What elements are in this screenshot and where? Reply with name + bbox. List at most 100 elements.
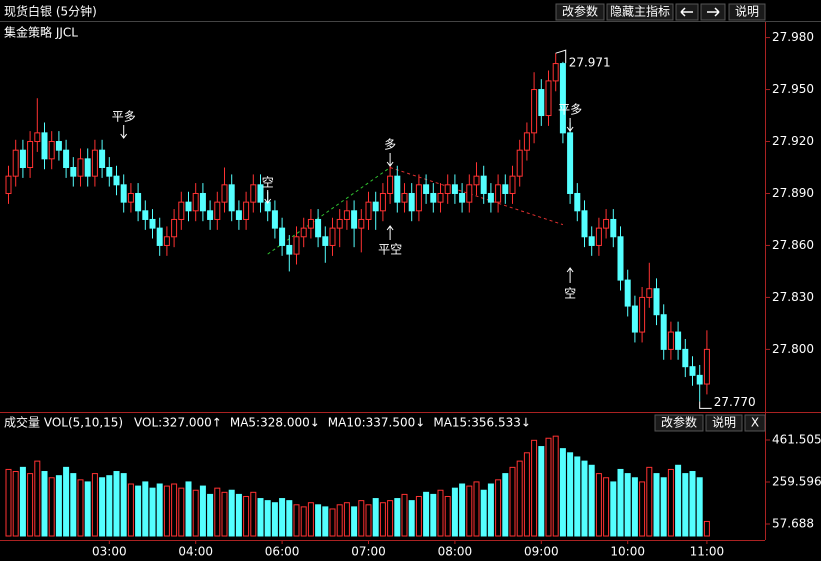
volume-bar (84, 481, 91, 537)
volume-bar (307, 502, 314, 537)
signal-label: 平多 (112, 110, 136, 124)
candle-body (336, 218, 343, 229)
button-label[interactable]: 改参数 (562, 4, 598, 19)
y-tick-label: 27.920 (772, 134, 814, 148)
candle-body (257, 184, 264, 203)
volume-bar (639, 481, 646, 537)
candle-body (408, 192, 415, 212)
candle-body (142, 210, 149, 220)
volume-bar (696, 477, 703, 537)
signal-label: 平空 (378, 243, 402, 257)
volume-bar (588, 464, 595, 537)
candle-body (271, 210, 278, 229)
strategy-line (267, 167, 391, 255)
x-tick-label: 07:00 (351, 545, 386, 559)
volume-bar (545, 437, 552, 537)
volume-readout: VOL:327.000↑ (134, 416, 222, 430)
volume-bar (113, 471, 120, 537)
volume-bar (567, 452, 574, 537)
volume-bar (70, 473, 77, 537)
candle-body (5, 175, 12, 194)
candle-body (696, 374, 703, 385)
volume-bar (660, 477, 667, 537)
candle-body (502, 184, 509, 194)
candle-body (322, 236, 329, 246)
candle-body (358, 218, 365, 229)
candle-body (27, 141, 34, 168)
candle-body (523, 132, 530, 151)
candle-body (545, 80, 552, 117)
candle-body (77, 158, 84, 177)
volume-bar (703, 520, 710, 537)
volume-bar (19, 466, 26, 537)
candle-body (631, 305, 638, 333)
close-button[interactable] (744, 414, 766, 432)
candle-body (55, 141, 62, 151)
candle-body (487, 192, 494, 203)
candle-body (91, 149, 98, 177)
y-tick-label: 27.980 (772, 30, 814, 44)
candle-body (624, 279, 631, 307)
volume-bar (653, 473, 660, 537)
candle-body (617, 236, 624, 281)
volume-bar (192, 489, 199, 537)
candle-body (509, 175, 516, 194)
candle-body (99, 149, 106, 169)
button-label[interactable]: 改参数 (661, 415, 697, 430)
button-label[interactable]: 说明 (712, 415, 736, 430)
volume-bar (99, 477, 106, 537)
volume-readout: MA5:328.000↓ (230, 416, 320, 430)
button[interactable] (728, 3, 766, 21)
button[interactable] (654, 414, 704, 432)
candle-body (199, 192, 206, 212)
volume-bar (120, 473, 127, 537)
candle-body (660, 314, 667, 350)
volume-bar (603, 477, 610, 537)
volume-bar (502, 473, 509, 537)
volume-bar (34, 460, 41, 537)
volume-bar (171, 483, 178, 537)
candle-body (466, 184, 473, 203)
candle-body (639, 296, 646, 333)
volume-bar (574, 456, 581, 537)
button-label[interactable]: X (751, 416, 759, 430)
candle-body (63, 149, 70, 169)
volume-bar (559, 448, 566, 537)
button[interactable] (555, 3, 605, 21)
x-tick-label: 10:00 (610, 545, 645, 559)
button[interactable] (705, 414, 743, 432)
candle-body (423, 184, 430, 194)
volume-bar (387, 500, 394, 537)
signal-arrow (566, 118, 574, 132)
y-tick-label: 27.860 (772, 238, 814, 252)
candle-body (387, 175, 394, 194)
volume-bar (451, 487, 458, 537)
candle-body (415, 184, 422, 212)
volume-readout: MA15:356.533↓ (433, 416, 531, 430)
volume-bar (12, 471, 19, 537)
button-label[interactable]: 隐藏主指标 (610, 4, 670, 19)
candle-body (185, 201, 192, 212)
candle-body (228, 184, 235, 212)
volume-bar (322, 506, 329, 537)
volume-bar (135, 485, 142, 537)
candle-body (480, 175, 487, 194)
volume-bar (581, 460, 588, 537)
volume-bar (617, 468, 624, 537)
volume-bar (631, 477, 638, 537)
x-tick-label: 09:00 (524, 545, 559, 559)
volume-bar (408, 500, 415, 537)
button[interactable] (606, 3, 674, 21)
high-marker (555, 49, 567, 64)
volume-bar (379, 502, 386, 537)
button-label[interactable]: 说明 (735, 4, 759, 19)
candle-body (437, 192, 444, 203)
candle-body (70, 167, 77, 177)
volume-bar (480, 489, 487, 537)
volume-readout: MA10:337.500↓ (328, 416, 426, 430)
volume-bar (329, 508, 336, 537)
candle-body (451, 184, 458, 194)
signal-label: 平多 (558, 103, 582, 117)
